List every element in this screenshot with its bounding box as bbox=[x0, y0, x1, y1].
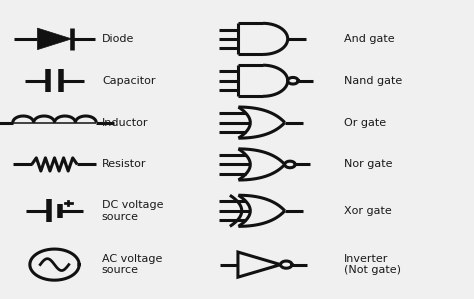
Text: Xor gate: Xor gate bbox=[344, 206, 392, 216]
Text: And gate: And gate bbox=[344, 34, 394, 44]
Text: Or gate: Or gate bbox=[344, 118, 386, 128]
Text: Resistor: Resistor bbox=[102, 159, 146, 170]
Text: Capacitor: Capacitor bbox=[102, 76, 155, 86]
Text: Nand gate: Nand gate bbox=[344, 76, 402, 86]
Text: Inverter
(Not gate): Inverter (Not gate) bbox=[344, 254, 401, 275]
Text: Nor gate: Nor gate bbox=[344, 159, 392, 170]
Polygon shape bbox=[37, 28, 72, 50]
Text: Inductor: Inductor bbox=[102, 118, 148, 128]
Text: Diode: Diode bbox=[102, 34, 134, 44]
Text: DC voltage
source: DC voltage source bbox=[102, 200, 164, 222]
Text: AC voltage
source: AC voltage source bbox=[102, 254, 162, 275]
